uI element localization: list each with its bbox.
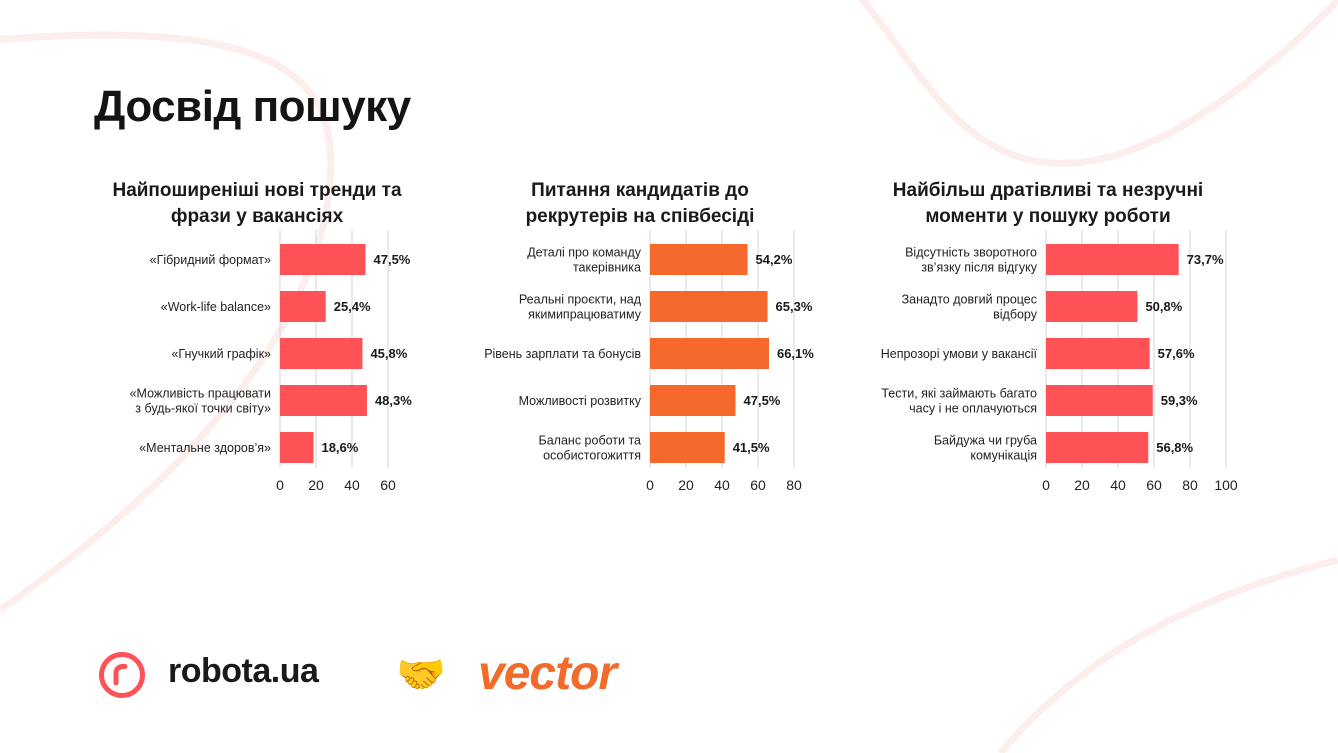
bar-value-label: 41,5% [733, 440, 770, 455]
bar-value-label: 48,3% [375, 393, 412, 408]
category-label: Тести, які займають багато часу і не опла… [881, 387, 1037, 416]
bar-value-label: 50,8% [1145, 299, 1182, 314]
bar-value-label: 54,2% [756, 252, 793, 267]
x-tick-label: 60 [750, 477, 766, 493]
category-label: Непрозорі умови у вакансії [881, 347, 1038, 361]
bar-value-label: 59,3% [1161, 393, 1198, 408]
x-tick-label: 0 [276, 477, 284, 493]
chart-2-candidate-questions: 0 20 40 60 80 54,2% Деталі про команду такерівн… [484, 230, 814, 493]
bar-value-label: 45,8% [370, 346, 407, 361]
bar [280, 244, 366, 275]
category-label: Можливості розвитку [519, 394, 642, 408]
bar [1046, 291, 1138, 322]
category-label: Деталі про команду такерівника [527, 246, 642, 275]
x-tick-label: 80 [786, 477, 802, 493]
bar [650, 338, 769, 369]
bar [650, 385, 736, 416]
x-tick-label: 60 [380, 477, 396, 493]
bar-value-label: 65,3% [776, 299, 813, 314]
category-label: Рівень зарплати та бонусів [484, 347, 641, 361]
bar [1046, 244, 1179, 275]
x-tick-label: 20 [308, 477, 324, 493]
x-tick-label: 0 [646, 477, 654, 493]
bar [280, 385, 367, 416]
bar [650, 432, 725, 463]
category-label: Реальні проєкти, над якимипрацюватиму [519, 293, 642, 322]
bar [650, 291, 768, 322]
bar-value-label: 73,7% [1187, 252, 1224, 267]
bar-value-label: 47,5% [374, 252, 411, 267]
x-tick-label: 100 [1214, 477, 1238, 493]
handshake-icon: 🤝 [396, 653, 446, 697]
x-tick-label: 40 [1110, 477, 1126, 493]
bar [1046, 385, 1153, 416]
chart-2-title: Питання кандидатів до рекрутерів на спів… [525, 180, 755, 227]
category-label: «Гнучкий графік» [171, 347, 271, 361]
chart-3-frustrations: 0 20 40 60 80 100 73,7% Відсутність зворотного з… [881, 230, 1238, 493]
x-tick-label: 20 [1074, 477, 1090, 493]
x-tick-label: 80 [1182, 477, 1198, 493]
bar [280, 432, 314, 463]
category-label: «Work-life balance» [161, 300, 271, 314]
category-label: Баланс роботи та особистогожиття [539, 434, 642, 463]
bar-value-label: 18,6% [321, 440, 358, 455]
bar [1046, 338, 1150, 369]
page-title: Досвід пошуку [94, 82, 411, 131]
bar-value-label: 25,4% [334, 299, 371, 314]
chart-1-title: Найпоширеніші нові тренди та фрази у вак… [112, 180, 402, 227]
bar [650, 244, 748, 275]
bar [280, 291, 326, 322]
category-label: Байдужа чи груба комунікація [934, 434, 1037, 463]
bar-value-label: 47,5% [744, 393, 781, 408]
category-label: Відсутність зворотного зв’язку після відг… [905, 246, 1038, 275]
category-label: Занадто довгий процес відбору [902, 293, 1038, 322]
chart-3-title: Найбільш дратівливі та незручні моменти … [892, 180, 1204, 227]
bar-value-label: 66,1% [777, 346, 814, 361]
bar-value-label: 57,6% [1158, 346, 1195, 361]
r-logo-icon [99, 652, 145, 698]
category-label: «Гібридний формат» [150, 253, 271, 267]
robota-brand-text: robota.ua [168, 652, 319, 690]
x-tick-label: 60 [1146, 477, 1162, 493]
bar [280, 338, 363, 369]
category-label: «Ментальне здоров’я» [139, 441, 271, 455]
bar [1046, 432, 1149, 463]
bar-value-label: 56,8% [1156, 440, 1193, 455]
x-tick-label: 0 [1042, 477, 1050, 493]
x-tick-label: 40 [344, 477, 360, 493]
x-tick-label: 40 [714, 477, 730, 493]
x-tick-label: 20 [678, 477, 694, 493]
vector-brand-text: vector [478, 647, 617, 700]
category-label: «Можливість працювати з будь-якої точки с… [130, 387, 271, 416]
chart-1-trends: 0 20 40 60 47,5% «Гібридний формат» 25,4% «Work… [130, 230, 412, 493]
